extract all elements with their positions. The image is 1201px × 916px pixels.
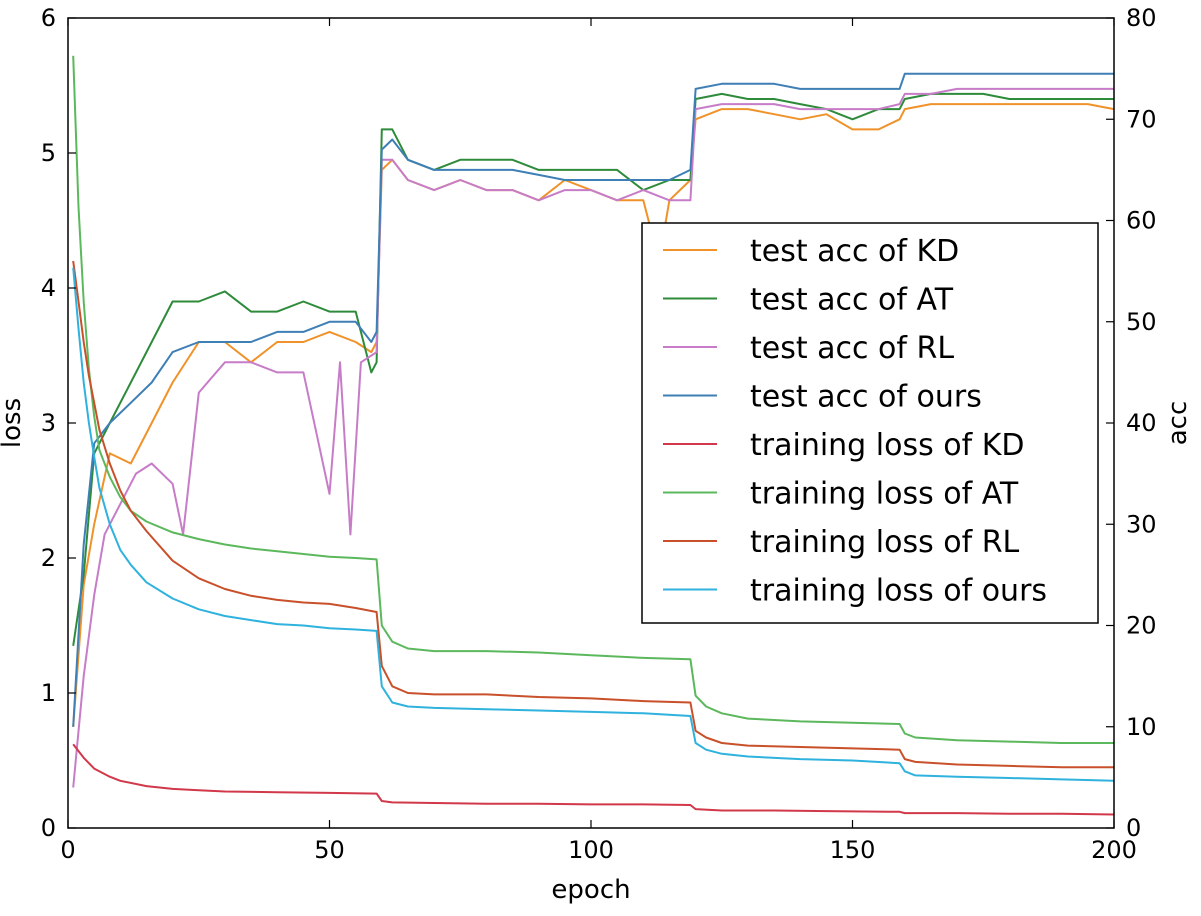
y-right-tick-label: 20	[1126, 612, 1157, 640]
x-tick-label: 150	[830, 836, 876, 864]
legend-label-training-loss-of-at: training loss of AT	[750, 477, 1019, 512]
series-line-training-loss-of-rl	[72, 260, 1114, 769]
legend: test acc of KD test acc of AT test acc of …	[641, 222, 1099, 624]
legend-label-training-loss-of-ours: training loss of ours	[750, 574, 1047, 609]
x-tick-label: 0	[60, 836, 75, 864]
legend-label-test-acc-of-at: test acc of AT	[750, 283, 954, 318]
legend-label-training-loss-of-rl: training loss of RL	[750, 525, 1020, 560]
y-right-tick-label: 30	[1126, 510, 1157, 538]
x-tick-label: 50	[314, 836, 345, 864]
y-left-tick-label: 6	[41, 4, 56, 32]
x-axis-label: epoch	[551, 875, 630, 905]
y-right-tick-label: 50	[1126, 308, 1157, 336]
y-right-tick-label: 40	[1126, 409, 1157, 437]
series-line-test-acc-of-ours	[72, 72, 1114, 727]
y-right-tick-label: 80	[1126, 4, 1157, 32]
y-axis-left-label: loss	[0, 398, 27, 448]
legend-box	[641, 222, 1099, 624]
y-left-tick-label: 0	[41, 814, 56, 842]
y-axis-right-label: acc	[1163, 401, 1193, 446]
series-line-training-loss-of-kd	[72, 743, 1115, 816]
y-left-tick-label: 2	[41, 544, 56, 572]
y-right-tick-label: 10	[1126, 713, 1157, 741]
legend-label-test-acc-of-rl: test acc of RL	[750, 331, 954, 366]
y-left-tick-label: 4	[41, 274, 56, 302]
y-right-tick-label: 0	[1126, 814, 1141, 842]
series-line-training-loss-of-ours	[72, 267, 1115, 782]
legend-label-training-loss-of-kd: training loss of KD	[750, 428, 1024, 463]
legend-label-test-acc-of-ours: test acc of ours	[750, 380, 982, 415]
y-right-tick-label: 70	[1126, 105, 1157, 133]
y-right-tick-label: 60	[1126, 207, 1157, 235]
series-line-test-acc-of-rl	[72, 87, 1114, 788]
series-layer	[72, 55, 1115, 816]
y-left-tick-label: 3	[41, 409, 56, 437]
x-tick-label: 100	[568, 836, 614, 864]
y-left-tick-label: 1	[41, 679, 56, 707]
legend-label-test-acc-of-kd: test acc of KD	[750, 234, 959, 269]
y-left-tick-label: 5	[41, 139, 56, 167]
x-tick-label: 200	[1091, 836, 1137, 864]
series-line-training-loss-of-at	[72, 55, 1114, 744]
series-line-test-acc-of-at	[72, 92, 1114, 646]
